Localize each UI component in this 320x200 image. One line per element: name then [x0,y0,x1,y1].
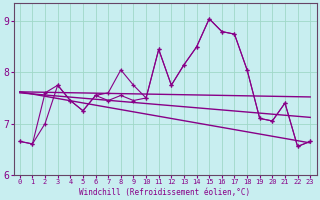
X-axis label: Windchill (Refroidissement éolien,°C): Windchill (Refroidissement éolien,°C) [79,188,251,197]
